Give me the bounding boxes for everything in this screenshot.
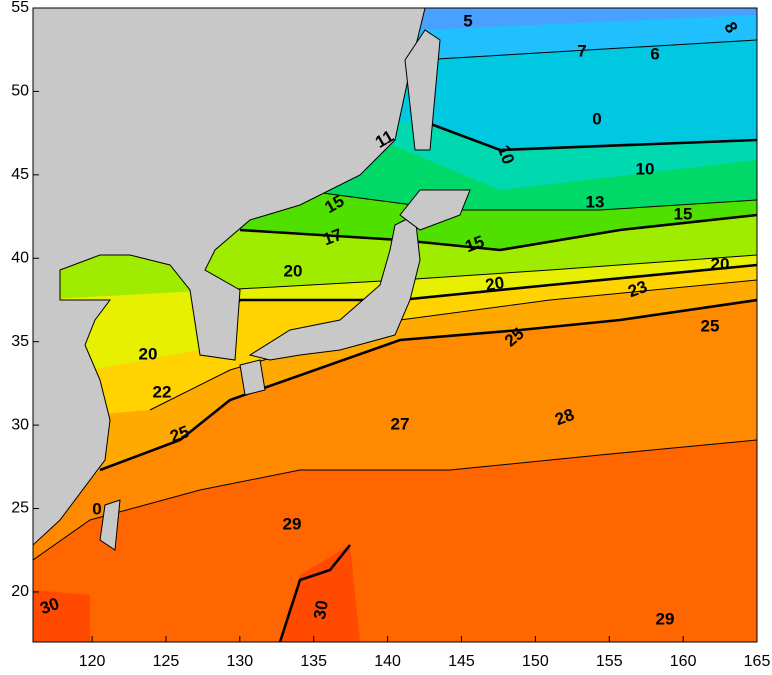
x-tick-label: 140: [374, 653, 401, 670]
contour-label: 30: [310, 599, 332, 621]
y-tick-label: 50: [11, 83, 29, 100]
x-tick-label: 130: [227, 653, 254, 670]
contour-label: 25: [701, 316, 720, 335]
kyushu: [239, 359, 266, 396]
x-tick-label: 150: [522, 653, 549, 670]
contour-label: 29: [283, 514, 302, 533]
contour-label: 0: [592, 109, 601, 128]
y-tick-label: 40: [11, 249, 29, 266]
isotherm: [239, 213, 757, 252]
y-tick-label: 45: [11, 166, 29, 183]
isotherm: [419, 39, 757, 61]
contour-label: 29: [656, 609, 675, 628]
y-tick-label: 30: [11, 416, 29, 433]
contour-label: 13: [586, 192, 605, 211]
contour-label: 20: [711, 254, 730, 273]
land: [33, 8, 471, 551]
x-tick-label: 135: [300, 653, 327, 670]
hokkaido: [399, 189, 471, 231]
isotherm: [219, 254, 757, 291]
contour-label: 20: [484, 273, 506, 295]
sakhalin: [404, 29, 441, 151]
x-tick-label: 165: [744, 653, 771, 670]
contour-label: 15: [674, 204, 693, 223]
y-tick-label: 25: [11, 500, 29, 517]
map-frame: [32, 7, 758, 643]
isotherm: [278, 544, 352, 642]
contour-label: 10: [636, 159, 655, 178]
band: [33, 590, 90, 642]
x-tick-label: 155: [596, 653, 623, 670]
x-tick-label: 120: [79, 653, 106, 670]
contour-label: 6: [650, 44, 659, 63]
honshu: [248, 214, 421, 361]
y-tick-label: 35: [11, 333, 29, 350]
isotherm: [99, 298, 757, 472]
x-tick-label: 125: [153, 653, 180, 670]
band: [280, 545, 360, 642]
asia-mainland: [33, 8, 426, 546]
x-tick-label: 160: [670, 653, 697, 670]
contour-label: 20: [139, 344, 158, 363]
contour-label: 20: [284, 261, 303, 280]
contour-label: 7: [577, 41, 586, 60]
contour-label: 0: [92, 499, 101, 518]
taiwan: [99, 499, 121, 551]
contour-label: 5: [463, 11, 472, 30]
isotherm: [299, 189, 757, 211]
contour-label: 27: [391, 414, 410, 433]
x-tick-label: 145: [448, 653, 475, 670]
contour-label: 22: [153, 382, 172, 401]
isotherm: [33, 439, 757, 561]
y-tick-label: 20: [11, 583, 29, 600]
y-tick-label: 55: [11, 0, 29, 16]
isotherm: [419, 118, 757, 152]
